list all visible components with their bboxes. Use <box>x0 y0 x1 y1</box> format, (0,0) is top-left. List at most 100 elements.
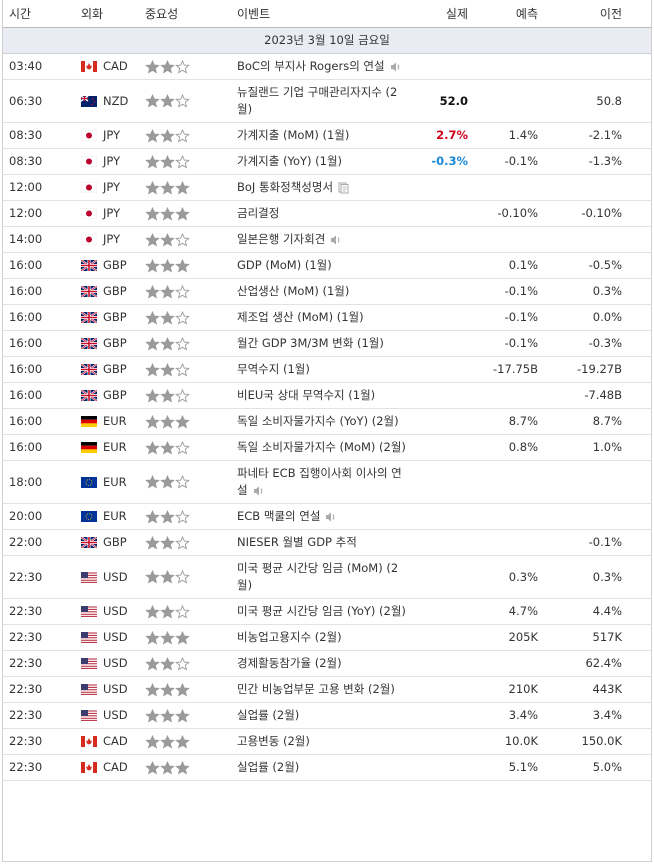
spacer-cell <box>628 382 651 409</box>
currency-cell: GBP <box>75 330 139 357</box>
spacer-cell <box>628 728 651 755</box>
previous: -0.3% <box>588 336 622 350</box>
event-cell: 산업생산 (MoM) (1월) <box>231 278 416 305</box>
event-row: 16:00 EUR 독일 소비자물가지수 (YoY) (2월) 8.7% 8.7% <box>3 408 651 435</box>
previous-cell: 50.8 <box>544 79 628 123</box>
star <box>145 682 160 697</box>
time: 08:30 <box>9 128 43 142</box>
time: 22:30 <box>9 630 43 644</box>
forecast-cell: -0.10% <box>474 200 544 227</box>
star <box>145 93 160 108</box>
currency-cell: JPY <box>75 122 139 149</box>
currency: JPY <box>103 206 121 220</box>
previous: -0.10% <box>581 206 622 220</box>
previous-cell: -0.3% <box>544 330 628 357</box>
event-cell: BoC의 부지사 Rogers의 연설 <box>231 53 416 80</box>
header-spacer <box>628 0 651 28</box>
star <box>145 154 160 169</box>
importance-cell <box>139 624 231 651</box>
star <box>145 734 160 749</box>
star <box>175 180 190 195</box>
currency-cell: USD <box>75 624 139 651</box>
star <box>160 59 175 74</box>
actual-cell <box>416 650 474 677</box>
time: 22:00 <box>9 535 43 549</box>
importance-cell <box>139 529 231 556</box>
star <box>160 604 175 619</box>
star <box>160 284 175 299</box>
time: 16:00 <box>9 336 43 350</box>
currency-cell: USD <box>75 598 139 625</box>
star <box>175 336 190 351</box>
time-cell: 16:00 <box>3 408 75 435</box>
event: 산업생산 (MoM) (1월) <box>237 284 350 298</box>
time-cell: 14:00 <box>3 226 75 253</box>
event-cell: 월간 GDP 3M/3M 변화 (1월) <box>231 330 416 357</box>
forecast: -0.1% <box>504 310 538 324</box>
forecast-cell: 210K <box>474 676 544 703</box>
time-cell: 16:00 <box>3 278 75 305</box>
importance-cell <box>139 148 231 175</box>
time-cell: 16:00 <box>3 434 75 461</box>
forecast-cell: 0.8% <box>474 434 544 461</box>
event-cell: 가계지출 (MoM) (1월) <box>231 122 416 149</box>
forecast: 210K <box>508 682 539 696</box>
event-row: 06:30 NZD 뉴질랜드 기업 구매관리자지수 (2월) 52.0 50.8 <box>3 79 651 123</box>
star <box>175 569 190 584</box>
time: 16:00 <box>9 362 43 376</box>
star <box>145 569 160 584</box>
currency-cell: EUR <box>75 460 139 504</box>
star <box>175 708 190 723</box>
forecast-cell <box>474 226 544 253</box>
star <box>160 474 175 489</box>
forecast: 0.3% <box>508 569 538 584</box>
currency: JPY <box>103 128 121 142</box>
flag <box>81 95 97 107</box>
star <box>160 535 175 550</box>
star <box>175 535 190 550</box>
previous-cell <box>544 460 628 504</box>
event-row: 16:00 GBP 무역수지 (1월) -17.75B -19.27B <box>3 356 651 383</box>
currency: JPY <box>103 154 121 168</box>
star <box>175 206 190 221</box>
event: 일본은행 기자회견 <box>237 232 326 246</box>
previous: 4.4% <box>592 604 622 618</box>
spacer-cell <box>628 200 651 227</box>
forecast-cell: 8.7% <box>474 408 544 435</box>
importance-cell <box>139 53 231 80</box>
star <box>175 362 190 377</box>
event-row: 18:00 EUR 파네타 ECB 집행이사회 이사의 연설 <box>3 460 651 504</box>
actual-cell <box>416 408 474 435</box>
previous-cell: 0.3% <box>544 278 628 305</box>
event-cell: 비농업고용지수 (2월) <box>231 624 416 651</box>
time: 03:40 <box>9 59 43 73</box>
header-event: 이벤트 <box>231 0 416 28</box>
flag <box>81 537 97 548</box>
actual: 52.0 <box>439 93 468 108</box>
currency: CAD <box>103 734 128 748</box>
time: 20:00 <box>9 509 43 523</box>
forecast-cell: -0.1% <box>474 148 544 175</box>
time-cell: 16:00 <box>3 356 75 383</box>
time: 12:00 <box>9 206 43 220</box>
star <box>175 509 190 524</box>
actual-cell <box>416 702 474 729</box>
event-row: 14:00 JPY 일본은행 기자회견 <box>3 226 651 253</box>
importance-cell <box>139 503 231 530</box>
star <box>160 509 175 524</box>
event-row: 16:00 GBP 월간 GDP 3M/3M 변화 (1월) -0.1% -0.3% <box>3 330 651 357</box>
star <box>175 682 190 697</box>
importance-cell <box>139 598 231 625</box>
flag <box>81 260 97 271</box>
currency-cell: EUR <box>75 408 139 435</box>
forecast: -17.75B <box>493 362 538 376</box>
currency: EUR <box>103 474 127 489</box>
star <box>175 440 190 455</box>
event-row: 16:00 GBP GDP (MoM) (1월) 0.1% -0.5% <box>3 252 651 279</box>
previous: 150.0K <box>581 734 622 748</box>
flag <box>81 364 97 375</box>
spacer-cell <box>628 650 651 677</box>
time: 16:00 <box>9 414 43 428</box>
currency-cell: JPY <box>75 148 139 175</box>
event: 무역수지 (1월) <box>237 362 310 376</box>
